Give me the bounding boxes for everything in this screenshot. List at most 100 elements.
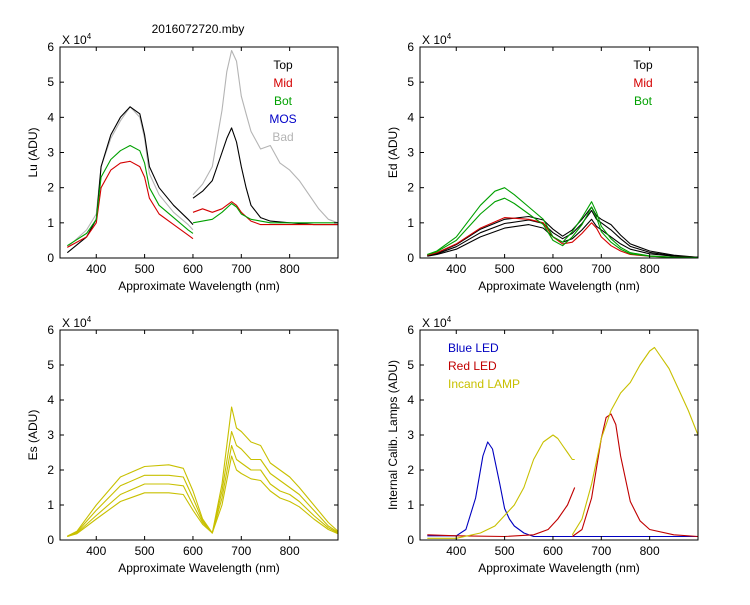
x-axis-label: Approximate Wavelength (nm) [118, 561, 280, 575]
y-tick-label: 5 [47, 358, 54, 372]
x-tick-label: 500 [495, 262, 515, 276]
y-tick-label: 2 [47, 463, 54, 477]
series-group [66, 49, 338, 254]
y-tick-label: 1 [47, 498, 54, 512]
legend-entry-mid: Mid [633, 76, 652, 90]
x-tick-label: 800 [280, 262, 300, 276]
y-tick-label: 6 [407, 40, 414, 54]
legend-entry-blue-led: Blue LED [448, 341, 499, 355]
series-line-blue-led [427, 441, 698, 538]
x-tick-label: 400 [446, 544, 466, 558]
x-tick-label: 600 [543, 262, 563, 276]
y-tick-label: 3 [407, 146, 414, 160]
series-group [427, 346, 698, 539]
y-tick-label: 4 [47, 110, 54, 124]
x-tick-label: 500 [135, 262, 155, 276]
series-line-red-led [571, 413, 698, 538]
y-tick-label: 0 [47, 533, 54, 547]
x-tick-label: 500 [495, 544, 515, 558]
series-line-bad [192, 49, 338, 224]
series-line-mid [427, 217, 698, 258]
x-tick-label: 800 [640, 262, 660, 276]
x-tick-label: 500 [135, 544, 155, 558]
y-tick-label: 4 [407, 110, 414, 124]
y-tick-label: 0 [407, 251, 414, 265]
x-tick-label: 700 [231, 262, 251, 276]
x-tick-label: 600 [183, 544, 203, 558]
x-tick-label: 700 [231, 544, 251, 558]
y-axis-label: Internal Calib. Lamps (ADU) [386, 360, 400, 510]
figure-title: 2016072720.mby [152, 22, 245, 36]
legend-entry-bot: Bot [274, 94, 293, 108]
series-line-mid [67, 160, 194, 248]
x-tick-label: 400 [446, 262, 466, 276]
y-tick-label: 3 [47, 146, 54, 160]
legend-entry-mid: Mid [273, 76, 292, 90]
y-tick-label: 1 [407, 216, 414, 230]
legend-entry-bot: Bot [634, 94, 653, 108]
plot-frame [419, 46, 699, 259]
series-line-top [192, 127, 338, 226]
y-scale-exponent: 4 [447, 32, 452, 41]
y-tick-label: 5 [47, 75, 54, 89]
y-axis-label: Lu (ADU) [26, 127, 40, 177]
x-tick-label: 700 [591, 262, 611, 276]
plot-frame [59, 46, 339, 259]
series-line-top [427, 206, 698, 258]
y-tick-label: 4 [47, 393, 54, 407]
y-tick-label: 5 [407, 75, 414, 89]
y-axis-label: Ed (ADU) [386, 127, 400, 178]
y-tick-label: 6 [47, 40, 54, 54]
y-scale-label: X 104 [422, 32, 452, 47]
y-tick-label: 0 [47, 251, 54, 265]
y-tick-label: 2 [407, 463, 414, 477]
ed-chart: 400 500 600 700 800 0 1 2 3 4 5 6 X 104 Approximate W… [386, 32, 699, 293]
y-tick-label: 1 [407, 498, 414, 512]
series-line-incand-lamp [427, 434, 575, 539]
y-scale-exponent: 4 [447, 315, 452, 324]
series-line-es [67, 444, 338, 538]
y-tick-label: 6 [47, 323, 54, 337]
x-axis-label: Approximate Wavelength (nm) [118, 279, 280, 293]
series-line-top [427, 209, 698, 258]
legend-entry-mos: MOS [269, 112, 296, 126]
series-line-bad [66, 106, 194, 248]
lu-chart: 400 500 600 700 800 0 1 2 3 4 5 6 X 104 Approximate W… [26, 32, 339, 293]
legend-entry-bad: Bad [272, 130, 293, 144]
y-tick-label: 1 [47, 216, 54, 230]
y-scale-exponent: 4 [87, 315, 92, 324]
series-group [427, 187, 698, 258]
legend-entry-red-led: Red LED [448, 359, 497, 373]
series-line-red-led [427, 487, 576, 538]
x-tick-label: 800 [640, 544, 660, 558]
y-tick-label: 2 [47, 181, 54, 195]
x-tick-label: 400 [86, 262, 106, 276]
x-axis-label: Approximate Wavelength (nm) [478, 561, 640, 575]
series-line-top [427, 218, 698, 258]
y-scale-exponent: 4 [87, 32, 92, 41]
x-axis-label: Approximate Wavelength (nm) [478, 279, 640, 293]
series-line-es [67, 406, 338, 537]
series-line-bot [427, 187, 698, 258]
series-line-bot [192, 202, 338, 224]
series-line-es [67, 430, 338, 538]
x-tick-label: 700 [591, 544, 611, 558]
y-tick-label: 4 [407, 393, 414, 407]
series-line-incand-lamp [571, 346, 698, 536]
series-group [67, 406, 338, 538]
y-tick-label: 3 [407, 428, 414, 442]
y-scale-label: X 104 [62, 32, 92, 47]
series-line-bot [67, 144, 194, 247]
series-line-mid [192, 201, 338, 226]
x-tick-label: 400 [86, 544, 106, 558]
lamps-chart: 400 500 600 700 800 0 1 2 3 4 5 6 X 104 Approximate W… [386, 315, 699, 575]
legend-entry-top: Top [273, 58, 293, 72]
y-scale-label: X 104 [422, 315, 452, 330]
y-scale-label: X 104 [62, 315, 92, 330]
x-tick-label: 600 [543, 544, 563, 558]
legend-entry-top: Top [633, 58, 653, 72]
series-line-es [67, 455, 338, 538]
es-chart: 400 500 600 700 800 0 1 2 3 4 5 6 X 104 Approximate W… [26, 315, 339, 575]
legend-entry-incand-lamp: Incand LAMP [448, 377, 520, 391]
